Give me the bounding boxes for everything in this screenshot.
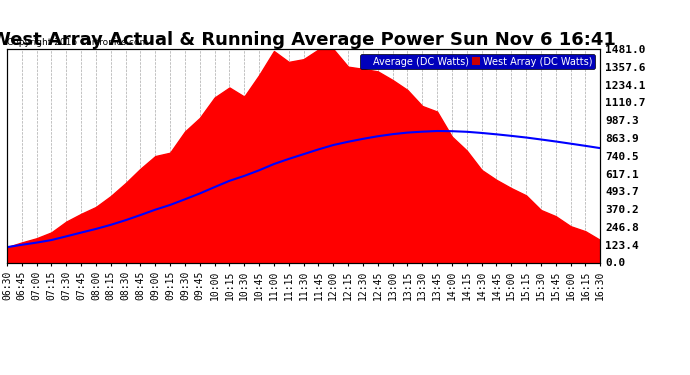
- Legend: Average (DC Watts), West Array (DC Watts): Average (DC Watts), West Array (DC Watts…: [359, 54, 595, 69]
- Text: Copyright 2016 Cartronics.com: Copyright 2016 Cartronics.com: [7, 38, 148, 46]
- Title: West Array Actual & Running Average Power Sun Nov 6 16:41: West Array Actual & Running Average Powe…: [0, 31, 616, 49]
